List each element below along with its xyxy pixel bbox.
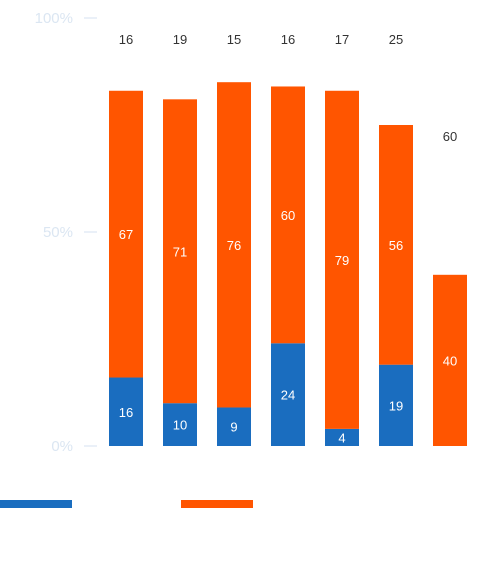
bar-value-label: 56: [389, 238, 403, 253]
bar-top-label: 19: [173, 32, 187, 47]
bar-value-label: 40: [443, 353, 457, 368]
bar-value-label: 71: [173, 244, 187, 259]
bar-top-label: 60: [443, 129, 457, 144]
bar-value-label: 79: [335, 253, 349, 268]
bar-segment: [271, 343, 305, 446]
bar-value-label: 10: [173, 418, 187, 433]
bar-top-label: 16: [119, 32, 133, 47]
bar-segment: [109, 90, 143, 378]
y-tick-label: 100%: [35, 10, 73, 27]
legend-swatch: [181, 500, 253, 508]
bar-segment: [433, 274, 467, 446]
legend-swatch: [0, 500, 72, 508]
bar-value-label: 76: [227, 238, 241, 253]
bar-segment: [217, 82, 251, 408]
bar-segment: [379, 364, 413, 446]
bar-top-label: 16: [281, 32, 295, 47]
bar-value-label: 60: [281, 208, 295, 223]
y-tick-label: 50%: [43, 224, 73, 241]
bar-segment: [163, 99, 197, 404]
bar-value-label: 4: [338, 430, 345, 445]
bar-segment: [271, 86, 305, 344]
bar-segment: [163, 403, 197, 446]
bar-segment: [325, 90, 359, 429]
bar-segment: [109, 377, 143, 446]
bar-value-label: 19: [389, 398, 403, 413]
bar-value-label: 16: [119, 405, 133, 420]
bar-top-label: 15: [227, 32, 241, 47]
bar-segment: [217, 407, 251, 446]
bar-value-label: 24: [281, 388, 295, 403]
y-tick-label: 0%: [51, 438, 73, 455]
bar-top-label: 25: [389, 32, 403, 47]
bar-value-label: 9: [230, 420, 237, 435]
bar-segment: [379, 125, 413, 365]
bar-segment: [325, 428, 359, 446]
bar-value-label: 67: [119, 227, 133, 242]
bar-top-label: 17: [335, 32, 349, 47]
